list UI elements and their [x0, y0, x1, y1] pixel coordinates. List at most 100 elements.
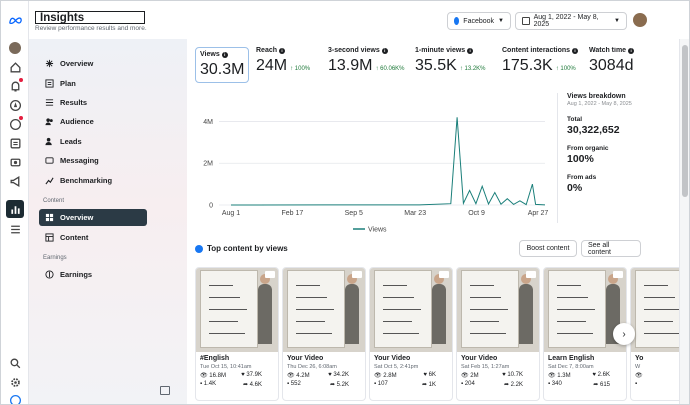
metric-value: 175.3K [502, 57, 553, 74]
x-tick-label: Oct 9 [468, 210, 485, 217]
scrollbar[interactable] [679, 39, 689, 404]
nav-results[interactable]: Results [39, 94, 147, 111]
content-card[interactable]: Your Video Sat Feb 15, 1:27am 👁 2M ♥ 10.7K ▪… [456, 267, 540, 401]
metric-reach[interactable]: Reach i 24M ↑ 100% [256, 47, 324, 83]
chevron-right-icon: › [622, 328, 626, 340]
platform-dropdown[interactable]: Facebook ▼ [447, 12, 511, 30]
nav-earnings[interactable]: Earnings [39, 266, 147, 283]
results-icon [45, 99, 54, 106]
presenter-image [608, 274, 618, 284]
presenter-image [345, 284, 359, 344]
nav-content-overview[interactable]: Overview [39, 209, 147, 226]
nav-label: Benchmarking [60, 176, 113, 185]
views-breakdown-panel: Views breakdown Aug 1, 2022 - May 8, 202… [567, 93, 647, 194]
plan-icon [45, 79, 54, 88]
metric-views[interactable]: Views i 30.3M [195, 47, 249, 83]
metric-value: 35.5K [415, 57, 457, 74]
video-thumbnail[interactable] [370, 268, 452, 352]
nav-label: Audience [60, 117, 94, 126]
views-stat: 👁 2M [461, 373, 479, 379]
card-stats-row: 👁 1.3M ♥ 2.6K [544, 370, 614, 379]
meta-logo-icon[interactable] [8, 13, 22, 27]
comments-stat: ▪ 1.4K [200, 381, 217, 387]
metric-content-interactions[interactable]: Content interactions i 175.3K ↑ 100% [502, 47, 588, 83]
home-icon[interactable] [8, 60, 22, 74]
nav-plan[interactable]: Plan [39, 75, 147, 92]
chat-icon[interactable] [8, 116, 23, 131]
video-thumbnail[interactable] [283, 268, 365, 352]
card-date: Sat Oct 5, 2:41pm [374, 364, 419, 370]
scrollbar-thumb[interactable] [682, 45, 688, 197]
metric-3-second-views[interactable]: 3-second views i 13.9M ↑ 60.06K% [328, 47, 412, 83]
info-icon[interactable]: i [572, 47, 579, 54]
profile-avatar-icon[interactable] [8, 41, 22, 55]
metric-label: Reach [256, 47, 278, 54]
content-card[interactable]: Your Video Sat Oct 5, 2:41pm 👁 2.8M ♥ 6K ▪ 1… [369, 267, 453, 401]
nav-overview[interactable]: Overview [39, 55, 147, 72]
insights-bar-chart-icon[interactable] [6, 200, 24, 218]
nav-audience[interactable]: Audience [39, 113, 147, 130]
posts-icon[interactable] [8, 136, 22, 150]
see-all-content-button[interactable]: See all content [581, 240, 641, 257]
x-tick-label: Aug 1 [222, 210, 240, 217]
views-stat: 👁 1.3M [548, 373, 571, 379]
date-range-label: Aug 1, 2022 - May 8, 2025 [533, 14, 599, 28]
content-card[interactable]: Your Video Thu Dec 26, 6:08am 👁 4.2M ♥ 34.2… [282, 267, 366, 401]
nav-content[interactable]: Content [39, 229, 147, 246]
x-tick-label: Sep 5 [345, 210, 363, 217]
y-tick-label: 4M [203, 119, 213, 126]
info-icon[interactable]: i [279, 47, 286, 54]
left-rail [1, 1, 29, 404]
calendar-icon [522, 17, 530, 25]
shares-stat: ➦ 2.2K [503, 382, 523, 388]
comments-stat: ▪ 340 [548, 381, 562, 387]
info-icon[interactable]: i [467, 47, 474, 54]
video-thumbnail[interactable] [544, 268, 626, 352]
nav-messaging[interactable]: Messaging [39, 152, 147, 169]
breakdown-ads-label: From ads [567, 174, 597, 181]
content-section-label: Content [43, 198, 65, 204]
card-title: Your Video [461, 355, 498, 362]
notifications-icon[interactable] [8, 78, 23, 93]
menu-icon[interactable] [8, 222, 22, 236]
megaphone-icon[interactable] [8, 174, 22, 188]
next-arrow-button[interactable]: › [613, 323, 635, 345]
info-icon[interactable]: i [628, 47, 635, 54]
search-icon[interactable] [8, 356, 22, 370]
metric-value: 30.3M [200, 61, 245, 78]
help-icon[interactable] [8, 393, 22, 404]
info-icon[interactable]: i [221, 51, 228, 58]
page-subtitle: Review performance results and more. [35, 25, 147, 32]
nav-benchmarking[interactable]: Benchmarking [39, 172, 147, 189]
video-thumbnail[interactable] [457, 268, 539, 352]
benchmarking-icon [45, 177, 54, 185]
whiteboard-image [548, 270, 606, 348]
page-avatar[interactable] [633, 13, 647, 27]
info-icon[interactable]: i [381, 47, 388, 54]
video-thumbnail[interactable] [196, 268, 278, 352]
metric-change: ↑ 60.06K% [375, 66, 405, 72]
collapse-sidebar-icon[interactable] [160, 386, 170, 395]
card-title: #English [200, 355, 230, 362]
likes-stat: ♥ 37.9K [241, 372, 262, 378]
top-content-header: Top content by views [195, 244, 288, 253]
shares-stat: ➦ 4.6K [242, 382, 262, 388]
boost-content-button[interactable]: Boost content [519, 240, 577, 257]
card-date: Thu Dec 26, 6:08am [287, 364, 337, 370]
metric-change: ↑ 13.2K% [459, 66, 486, 72]
metric-change: ↑ 100% [555, 66, 576, 72]
card-title: Your Video [374, 355, 411, 362]
settings-gear-icon[interactable] [8, 375, 22, 389]
whiteboard-image [374, 270, 432, 348]
date-range-picker[interactable]: Aug 1, 2022 - May 8, 2025 ▼ [515, 12, 627, 30]
content-card[interactable]: #English Tue Oct 15, 10:41am 👁 16.8M ♥ 37.9… [195, 267, 279, 401]
nav-label: Overview [60, 59, 94, 68]
compass-icon[interactable] [8, 98, 22, 112]
ads-icon[interactable] [8, 155, 22, 169]
metric-1-minute-views[interactable]: 1-minute views i 35.5K ↑ 13.2K% [415, 47, 499, 83]
card-stats-row: 👁 ♥ [631, 370, 689, 379]
metric-watch-time[interactable]: Watch time i 3084d [589, 47, 641, 83]
nav-leads[interactable]: Leads [39, 133, 147, 150]
card-date: Sat Dec 7, 8:00am [548, 364, 594, 370]
breakdown-organic-value: 100% [567, 153, 594, 165]
